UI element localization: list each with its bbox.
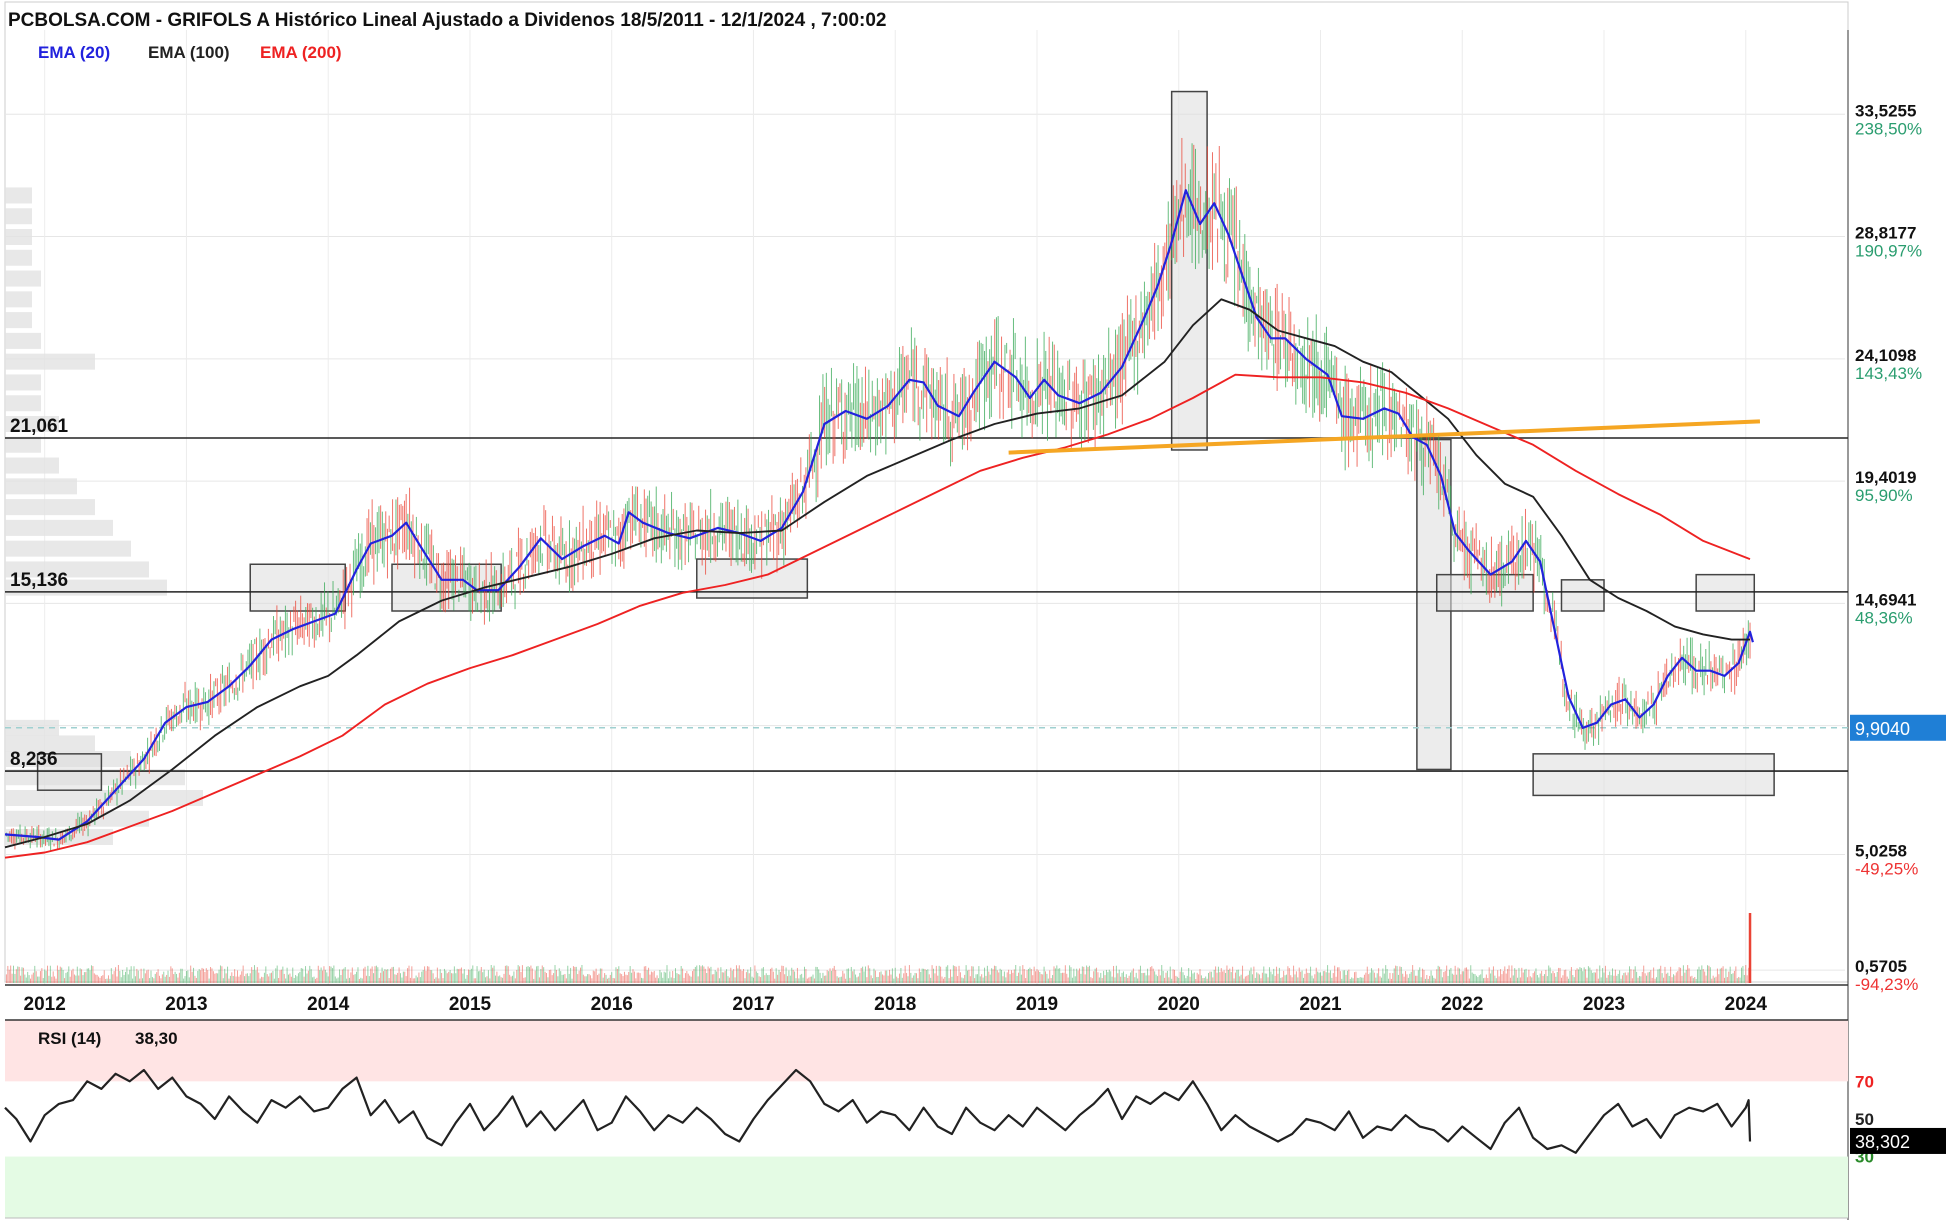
legend: EMA (20) EMA (100) EMA (200) (38, 43, 342, 62)
series-line-ema-200- (4, 373, 1751, 859)
volume-profile-bar (5, 561, 149, 578)
rsi-title: RSI (14) (38, 1029, 101, 1048)
y-tick-label: 5,0258 (1855, 841, 1907, 860)
volume-profile-bar (5, 291, 32, 308)
y-tick-percent: 48,36% (1855, 608, 1913, 627)
volume-profile-bar (5, 519, 113, 536)
y-tick-percent: 238,50% (1855, 119, 1922, 138)
y-tick-percent: -94,23% (1855, 975, 1918, 994)
y-tick-percent: 95,90% (1855, 486, 1913, 505)
volume-profile-bar (5, 187, 32, 204)
y-tick-label: 19,4019 (1855, 468, 1916, 487)
series-line-ema-20- (4, 189, 1754, 841)
x-tick-label: 2016 (591, 994, 633, 1015)
x-tick-label: 2019 (1016, 994, 1058, 1015)
volume-profile-bar (5, 478, 77, 495)
current-price-badge (1850, 714, 1946, 741)
rsi-tick-label: 70 (1855, 1072, 1874, 1091)
zone-box (1435, 573, 1534, 612)
volume-profile-bar (5, 790, 203, 806)
zone-box (1532, 753, 1775, 797)
x-tick-label: 2013 (165, 994, 207, 1015)
volume-profile-bar (5, 499, 95, 516)
series-line-ema-100- (4, 298, 1750, 849)
x-tick-label: 2021 (1299, 994, 1342, 1015)
x-tick-label: 2017 (732, 994, 774, 1015)
zone-box (1170, 90, 1208, 451)
volume-profile-bar (5, 457, 59, 474)
volume-profile-bar (5, 229, 32, 245)
volume-profile-bar (5, 353, 95, 370)
legend-ema100: EMA (100) (148, 43, 230, 62)
y-tick-label: 24,1098 (1855, 346, 1916, 365)
horizontal-level-label: 15,136 (10, 570, 68, 591)
current-price-label: 9,9040 (1855, 719, 1910, 739)
volume-profile-bar (5, 249, 32, 266)
rsi-current-value: 38,302 (1855, 1132, 1910, 1152)
volume-profile-bar (5, 810, 149, 827)
volume-profile-bar (5, 208, 32, 225)
volume-profile-bar (5, 312, 32, 329)
y-tick-label: 28,8177 (1855, 224, 1916, 243)
legend-ema200: EMA (200) (260, 43, 342, 62)
chart-title: PCBOLSA.COM - GRIFOLS A Histórico Lineal… (8, 10, 887, 31)
y-tick-label: 33,5255 (1855, 101, 1916, 120)
x-tick-label: 2012 (24, 994, 66, 1015)
volume-profile-bar (5, 436, 41, 453)
rsi-current-label: 38,30 (135, 1029, 178, 1048)
volume-profile-bar (5, 270, 41, 287)
y-tick-percent: 143,43% (1855, 364, 1922, 383)
volume-profile-bar (5, 735, 95, 752)
x-tick-label: 2020 (1158, 994, 1200, 1015)
volume-profile-bar (5, 332, 41, 349)
volume-profile-bar (5, 540, 131, 557)
y-tick-percent: 190,97% (1855, 242, 1922, 261)
x-tick-label: 2024 (1725, 994, 1768, 1015)
rsi-oversold-band (5, 1156, 1848, 1218)
x-tick-label: 2023 (1583, 994, 1625, 1015)
x-tick-label: 2022 (1441, 994, 1483, 1015)
rsi-line (4, 1068, 1752, 1154)
zone-box (249, 563, 346, 612)
x-tick-label: 2018 (874, 994, 916, 1015)
y-tick-label: 0,5705 (1855, 957, 1907, 976)
main-plot-frame (4, 1, 1849, 983)
zone-box (1695, 573, 1756, 612)
zone-box (36, 753, 103, 791)
volume-profile-bar (5, 395, 41, 412)
horizontal-level-label: 8,236 (10, 749, 58, 770)
orange-trendline (1008, 419, 1761, 455)
volume-profile-bar (5, 374, 41, 391)
horizontal-level-label: 21,061 (10, 416, 69, 437)
rsi-overbought-band (5, 1020, 1848, 1082)
rsi-current-badge (1850, 1127, 1946, 1154)
volume-profile-bar (5, 416, 59, 432)
y-tick-label: 14,6941 (1855, 590, 1916, 609)
legend-ema20: EMA (20) (38, 43, 110, 62)
y-tick-percent: -49,25% (1855, 859, 1918, 878)
rsi-tick-label: 50 (1855, 1110, 1874, 1129)
x-tick-label: 2014 (307, 994, 350, 1015)
x-tick-label: 2015 (449, 994, 492, 1015)
